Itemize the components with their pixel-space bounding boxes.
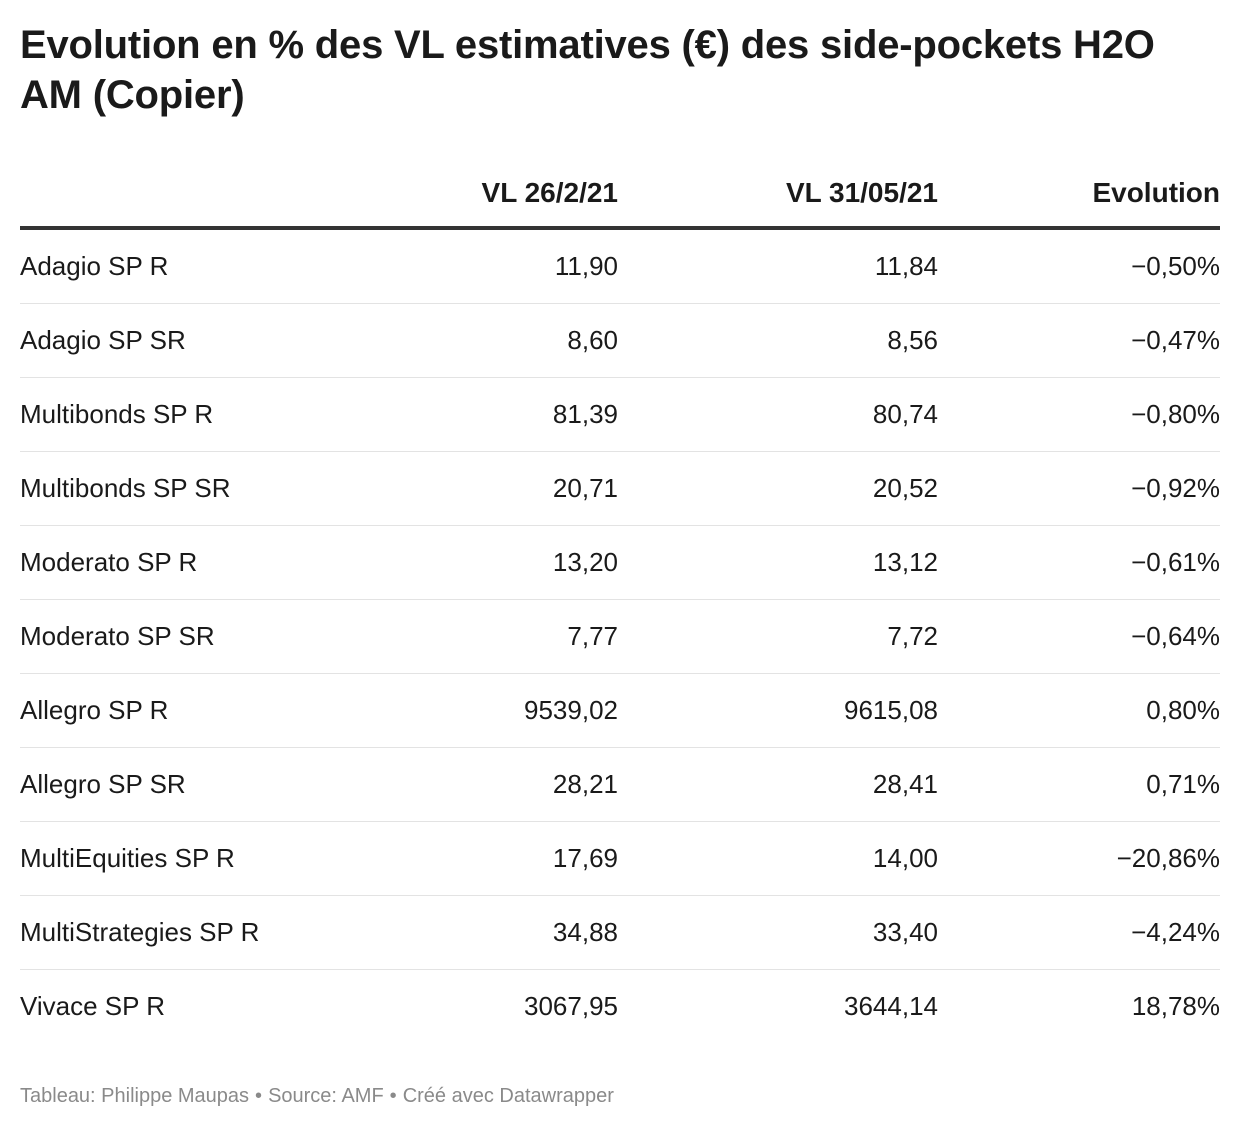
row-vl-feb: 34,88 <box>420 895 618 970</box>
table-row: Moderato SP SR 7,77 7,72 −0,64% <box>20 599 1220 674</box>
table-row: Multibonds SP SR 20,71 20,52 −0,92% <box>20 451 1220 526</box>
row-vl-may: 13,12 <box>618 525 938 600</box>
table-row: Adagio SP SR 8,60 8,56 −0,47% <box>20 303 1220 378</box>
row-vl-feb: 11,90 <box>420 228 618 304</box>
footer-separator: • <box>389 1085 397 1107</box>
row-vl-may: 7,72 <box>618 599 938 674</box>
row-vl-feb: 8,60 <box>420 303 618 378</box>
chart-container: Evolution en % des VL estimatives (€) de… <box>20 20 1220 1021</box>
row-vl-feb: 9539,02 <box>420 673 618 748</box>
row-vl-may: 33,40 <box>618 895 938 970</box>
row-evolution: −0,80% <box>938 377 1220 452</box>
table-row: Multibonds SP R 81,39 80,74 −0,80% <box>20 377 1220 452</box>
table-row: Adagio SP R 11,90 11,84 −0,50% <box>20 228 1220 304</box>
row-evolution: 18,78% <box>1131 991 1220 1021</box>
data-table: VL 26/2/21 VL 31/05/21 Evolution Adagio … <box>20 160 1220 1043</box>
table-row: MultiEquities SP R 17,69 14,00 −20,86% <box>20 821 1220 896</box>
row-evolution: −0,47% <box>938 303 1220 378</box>
footer-source: Source: AMF <box>268 1085 384 1107</box>
row-fund-name: Allegro SP R <box>20 673 420 748</box>
footer-separator: • <box>255 1085 263 1107</box>
footer-credit: Tableau: Philippe Maupas <box>20 1085 250 1107</box>
chart-title: Evolution en % des VL estimatives (€) de… <box>20 23 1155 117</box>
table-row: MultiStrategies SP R 34,88 33,40 −4,24% <box>20 895 1220 970</box>
row-fund-name: Moderato SP R <box>20 525 420 600</box>
row-fund-name: Allegro SP SR <box>20 747 420 822</box>
row-vl-may: 3644,14 <box>844 991 938 1021</box>
row-evolution: 0,71% <box>938 747 1220 822</box>
row-vl-may: 11,84 <box>618 228 938 304</box>
column-header-name[interactable] <box>20 160 420 230</box>
row-vl-may: 20,52 <box>618 451 938 526</box>
row-vl-feb: 28,21 <box>420 747 618 822</box>
row-fund-name: MultiStrategies SP R <box>20 895 420 970</box>
row-evolution: −20,86% <box>938 821 1220 896</box>
row-vl-may: 80,74 <box>618 377 938 452</box>
column-header-evolution[interactable]: Evolution <box>938 160 1220 230</box>
table-body: Adagio SP R 11,90 11,84 −0,50% Adagio SP SR 8… <box>20 228 1220 1043</box>
row-vl-feb: 20,71 <box>420 451 618 526</box>
row-evolution: −0,61% <box>938 525 1220 600</box>
row-vl-feb: 7,77 <box>420 599 618 674</box>
table-row: Allegro SP SR 28,21 28,41 0,71% <box>20 747 1220 822</box>
row-vl-feb: 81,39 <box>420 377 618 452</box>
row-fund-name: Adagio SP R <box>20 228 420 304</box>
table-header-row: VL 26/2/21 VL 31/05/21 Evolution <box>20 160 1220 230</box>
chart-footer: Tableau: Philippe Maupas • Source: AMF • Cré… <box>20 1084 614 1108</box>
table-row: Vivace SP R 3067,95 3644,14 18,78% <box>20 970 1220 1044</box>
row-fund-name: Moderato SP SR <box>20 599 420 674</box>
row-fund-name: Vivace SP R <box>20 991 166 1021</box>
row-fund-name: Adagio SP SR <box>20 303 420 378</box>
row-fund-name: Multibonds SP R <box>20 377 420 452</box>
row-evolution: −4,24% <box>938 895 1220 970</box>
row-fund-name: Multibonds SP SR <box>20 451 420 526</box>
row-evolution: −0,92% <box>938 451 1220 526</box>
footer-tool-credit[interactable]: Créé avec Datawrapper <box>402 1085 614 1107</box>
row-vl-feb: 13,20 <box>420 525 618 600</box>
table-row: Allegro SP R 9539,02 9615,08 0,80% <box>20 673 1220 748</box>
row-evolution: −0,64% <box>938 599 1220 674</box>
row-vl-feb: 3067,95 <box>524 991 618 1021</box>
row-vl-may: 9615,08 <box>618 673 938 748</box>
row-evolution: 0,80% <box>938 673 1220 748</box>
table-row: Moderato SP R 13,20 13,12 −0,61% <box>20 525 1220 600</box>
row-fund-name: MultiEquities SP R <box>20 821 420 896</box>
row-vl-may: 14,00 <box>618 821 938 896</box>
row-vl-may: 28,41 <box>618 747 938 822</box>
column-header-vl-feb[interactable]: VL 26/2/21 <box>420 160 618 230</box>
row-vl-feb: 17,69 <box>420 821 618 896</box>
column-header-vl-may[interactable]: VL 31/05/21 <box>618 160 938 230</box>
row-vl-may: 8,56 <box>618 303 938 378</box>
row-evolution: −0,50% <box>938 228 1220 304</box>
